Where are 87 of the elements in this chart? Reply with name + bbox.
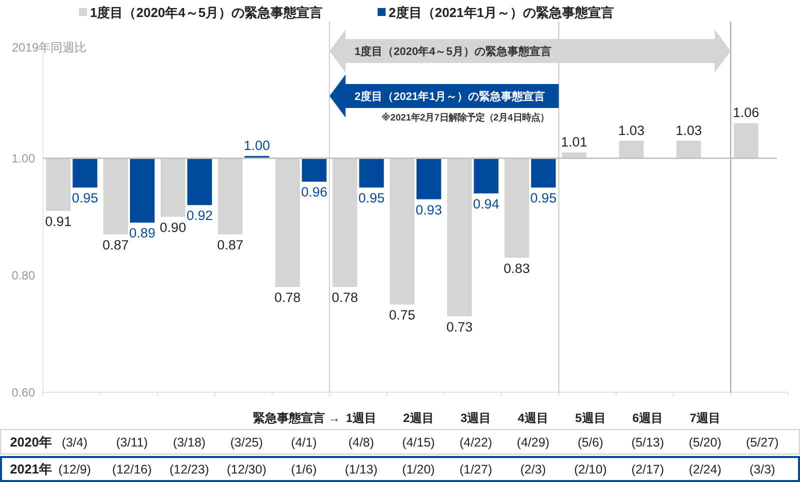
data-label: 1.03 (618, 122, 645, 138)
data-label: 0.83 (504, 260, 530, 276)
y-axis-title: 2019年同週比 (12, 40, 87, 54)
x-axis-title: 2020年 (10, 434, 52, 450)
x2-tick-label: (2/17) (631, 462, 664, 476)
x2-tick-label: (3/3) (749, 462, 776, 476)
x-tick-label: (4/8) (348, 435, 374, 450)
x2-tick-label: (12/16) (112, 462, 152, 476)
data-label: 1.06 (732, 105, 760, 120)
data-label: 0.90 (160, 220, 186, 235)
data-label: 0.78 (332, 290, 358, 305)
text: 5週目 (575, 411, 606, 425)
data-label: 0.87 (217, 237, 244, 252)
bar (332, 158, 358, 287)
legend-label: 2度目（2021年1月～）の緊急事態宣言 (388, 5, 614, 20)
bar (531, 158, 556, 188)
data-label: 0.93 (416, 202, 442, 218)
bar (619, 140, 644, 158)
bar (160, 158, 186, 217)
bar (416, 158, 442, 200)
data-label: 1.00 (244, 138, 270, 153)
text: 4週目 (518, 411, 548, 425)
text: 6週目 (632, 411, 664, 425)
bar (46, 158, 71, 211)
bar (187, 158, 212, 206)
x2-tick-label: (2/3) (520, 462, 546, 476)
data-label: 0.92 (186, 208, 213, 224)
data-label: 0.91 (45, 214, 72, 229)
annotation: ※2021年2月7日解除予定（2月4日時点） (381, 112, 549, 122)
x-tick-label: (3/4) (62, 435, 88, 450)
x-tick-label: (4/22) (459, 435, 492, 450)
x-tick-label: (3/25) (230, 435, 263, 450)
x-tick-label: (5/27) (746, 435, 779, 450)
data-label: 0.78 (274, 290, 301, 305)
x-tick-label: (5/6) (578, 435, 604, 450)
data-label: 0.94 (472, 196, 500, 212)
data-label: 0.73 (446, 319, 473, 334)
data-label: 0.95 (530, 190, 557, 206)
bar (103, 158, 128, 234)
data-label: 0.95 (72, 190, 98, 206)
y-tick-label: 0.80 (12, 268, 36, 282)
x-tick-label: (4/29) (516, 435, 550, 450)
text: 7週目 (690, 411, 720, 425)
bar (275, 158, 300, 287)
x2-tick-label: (1/20) (402, 462, 435, 476)
data-label: 0.96 (301, 184, 328, 200)
x2-tick-label: (2/10) (574, 462, 607, 476)
text: 3週目 (460, 411, 492, 425)
x-tick-label: (4/1) (291, 435, 317, 450)
text: 1週目 (346, 411, 377, 425)
y-tick-label: 0.60 (12, 385, 36, 400)
data-label: 0.95 (358, 190, 385, 206)
x2-tick-label: (12/23) (169, 462, 210, 476)
bar (302, 158, 327, 182)
data-label: 1.03 (676, 122, 702, 138)
x-tick-label: (5/20) (688, 435, 722, 450)
x-tick-label: (3/11) (116, 435, 148, 450)
bar (130, 158, 155, 223)
x2-tick-label: (2/24) (688, 462, 722, 476)
bar (474, 158, 498, 194)
x2-tick-label: (1/13) (344, 462, 378, 476)
bar (504, 158, 530, 258)
bar (734, 123, 758, 158)
text: 緊急事態宣言 → (252, 411, 340, 425)
x2-tick-label: (12/9) (58, 462, 91, 476)
bar (359, 158, 384, 188)
x-tick-label: (5/13) (631, 435, 664, 450)
x-tick-label: (3/18) (172, 435, 206, 450)
x-tick-label: (4/15) (402, 435, 435, 450)
y-tick-label: 1.00 (12, 151, 36, 166)
text: 2週目 (403, 411, 434, 425)
data-label: 1.01 (560, 134, 588, 150)
x2-tick-label: (1/27) (459, 462, 492, 476)
bar (676, 140, 702, 158)
x2-tick-label: (1/6) (291, 462, 317, 476)
annotation: 2度目（2021年1月～）の緊急事態宣言 (354, 90, 546, 103)
bar (72, 158, 98, 188)
bar (447, 158, 472, 316)
data-label: 0.87 (102, 237, 129, 252)
data-label: 0.75 (389, 308, 416, 323)
data-label: 0.89 (129, 226, 156, 241)
bar (390, 158, 414, 305)
x2-tick-label: (12/30) (226, 462, 266, 476)
bar (218, 158, 243, 234)
annotation: 1度目（2020年4～5月）の緊急事態宣言 (354, 45, 552, 58)
x2-axis-title: 2021年 (10, 462, 52, 476)
legend-label: 1度目（2020年4～5月）の緊急事態宣言 (90, 5, 323, 20)
